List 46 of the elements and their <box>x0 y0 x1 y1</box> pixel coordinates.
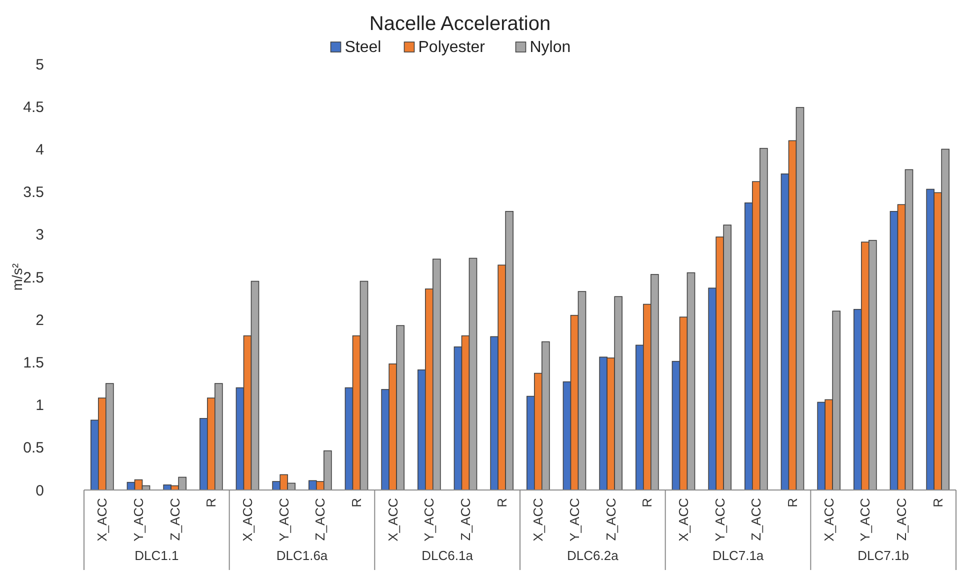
y-tick-label: 1 <box>36 397 44 414</box>
y-tick-label: 4.5 <box>23 98 44 116</box>
y-tick-label: 2.5 <box>23 269 44 286</box>
y-tick-label: 3 <box>36 226 44 244</box>
y-tick-label: 0.5 <box>23 440 44 457</box>
chart-title: Nacelle Acceleration <box>369 13 551 35</box>
y-tick-label: 4 <box>36 141 44 158</box>
text: DLC1.1 <box>134 548 179 563</box>
y-axis-title: m/s² <box>9 263 25 291</box>
x-tick-label: Y_ACC <box>422 498 437 542</box>
legend-label: Nylon <box>530 39 571 56</box>
x-tick-label: Z_ACC <box>458 498 474 541</box>
text: DLC1.6a <box>276 548 328 563</box>
x-tick-label: Y_ACC <box>858 498 873 542</box>
x-tick-label: X_ACC <box>821 498 836 542</box>
y-tick-label: 3.5 <box>23 184 44 202</box>
text: DLC6.2a <box>567 548 620 563</box>
y-tick-label: 1.5 <box>23 354 44 372</box>
x-tick-label: Y_ACC <box>276 498 292 542</box>
x-tick-label: Z_ACC <box>603 498 618 541</box>
x-tick-label: X_ACC <box>385 498 400 542</box>
x-tick-label: R <box>930 498 946 508</box>
x-tick-label: Y_ACC <box>131 498 146 542</box>
legend-label: Polyester <box>418 39 486 56</box>
y-tick-label: 5 <box>36 56 44 74</box>
x-tick-label: Z_ACC <box>167 498 182 541</box>
x-tick-label: R <box>204 498 219 508</box>
text: DLC6.1a <box>422 548 474 563</box>
legend-label: Steel <box>344 39 382 56</box>
x-tick-label: X_ACC <box>94 498 110 542</box>
x-tick-label: Y_ACC <box>712 498 728 542</box>
y-tick-label: 0 <box>36 482 44 500</box>
x-tick-label: X_ACC <box>530 498 546 542</box>
x-tick-label: R <box>785 498 800 508</box>
x-tick-label: Y_ACC <box>567 498 582 542</box>
x-tick-label: Z_ACC <box>312 498 328 541</box>
y-tick-label: 2 <box>36 312 44 329</box>
x-tick-label: R <box>640 498 655 508</box>
x-tick-label: Z_ACC <box>748 498 764 541</box>
x-tick-label: Z_ACC <box>894 498 910 541</box>
x-tick-label: R <box>349 498 364 508</box>
x-tick-label: X_ACC <box>676 498 692 542</box>
x-tick-label: X_ACC <box>240 498 256 542</box>
text: DLC7.1b <box>858 548 909 563</box>
x-tick-label: R <box>494 498 510 508</box>
text: DLC7.1a <box>712 548 764 563</box>
